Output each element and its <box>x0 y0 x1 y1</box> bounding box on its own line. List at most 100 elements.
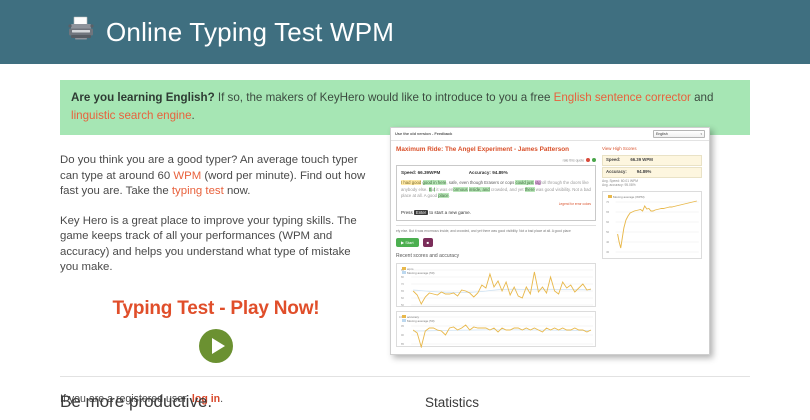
svg-text:95: 95 <box>401 324 404 328</box>
view-high-scores-link[interactable]: View High Scores <box>602 146 637 151</box>
cta-title: Typing Test - Play Now! <box>112 297 320 319</box>
promo-banner: Are you learning English? If so, the mak… <box>60 80 750 135</box>
chevron-down-icon: ▾ <box>700 131 702 136</box>
typing-box[interactable]: Speed: 66.39WPM Accuracy: 94.89% I had g… <box>396 164 596 222</box>
screenshot-topbar: Use the old version - Feedback English ▾ <box>391 128 709 141</box>
accuracy-chart-legend: accuracy Moving average (50) <box>402 314 435 324</box>
log-in-link[interactable]: log in <box>191 392 221 405</box>
typing-test-link[interactable]: typing test <box>171 185 224 197</box>
legend-swatch-wpm-avg <box>402 271 406 275</box>
typed-preview-line: ely else. But it was enormous inside, an… <box>396 225 596 233</box>
progress-chart: Moving average (WPM) 70 65 60 <box>602 191 702 260</box>
promo-banner-text-3: . <box>191 109 195 122</box>
play-icon <box>211 337 225 354</box>
cta-block: Typing Test - Play Now! <box>60 298 372 363</box>
language-select[interactable]: English ▾ <box>653 130 705 138</box>
intro-p1-b: (word per minute). Find out how fast you… <box>60 169 366 198</box>
svg-text:60: 60 <box>401 296 404 300</box>
press-text-before: Press <box>401 210 415 216</box>
side-accuracy-value: 94.89% <box>636 169 652 175</box>
svg-text:85: 85 <box>401 342 404 346</box>
side-accuracy-stat: Accuracy: 94.89% <box>602 166 702 178</box>
svg-text:40: 40 <box>606 240 610 244</box>
speed-value: 66.39WPM <box>417 169 441 175</box>
legend-label-progress: Moving average (WPM) <box>613 195 645 200</box>
side-speed-stat: Speed: 66.39 WPM <box>602 154 702 166</box>
legend-label-accuracy-avg: Moving average (50) <box>407 319 435 324</box>
wpm-chart-legend: wpm Moving average (50) <box>402 266 435 276</box>
intro-paragraph-1: Do you think you are a good typer? An av… <box>60 153 372 200</box>
accuracy-label: Accuracy: <box>468 169 491 175</box>
svg-text:70: 70 <box>606 200 610 204</box>
side-accuracy-label: Accuracy: <box>606 169 627 175</box>
play-now-button[interactable] <box>199 328 233 363</box>
svg-text:50: 50 <box>401 303 404 307</box>
linguistic-search-engine-link[interactable]: linguistic search engine <box>71 109 192 122</box>
svg-text:65: 65 <box>606 210 610 214</box>
rate-quote-row[interactable]: rate this quote <box>396 157 596 163</box>
promo-banner-lead: Are you learning English? <box>71 91 215 104</box>
wpm-chart-svg: 85 80 70 65 60 50 <box>401 268 593 307</box>
app-screenshot[interactable]: Use the old version - Feedback English ▾… <box>390 127 710 355</box>
page-title: Online Typing Test WPM <box>106 16 395 47</box>
login-text-after: . <box>220 392 224 405</box>
main-content: Do you think you are a good typer? An av… <box>0 127 810 405</box>
svg-text:70: 70 <box>401 282 404 286</box>
screenshot-side-panel: View High Scores Speed: 66.39 WPM Accurac… <box>596 146 702 347</box>
svg-text:90: 90 <box>401 333 404 337</box>
legend-label-accuracy: accuracy <box>407 314 420 319</box>
typing-stats-row: Speed: 66.39WPM Accuracy: 94.89% <box>401 170 591 176</box>
start-button[interactable]: ▶ Start <box>396 237 419 248</box>
svg-text:100: 100 <box>399 315 404 319</box>
error-legend-link[interactable]: Legend for error colors <box>558 201 591 206</box>
bottom-right-column: Statistics <box>425 392 750 412</box>
progress-chart-svg: 70 65 60 50 40 30 <box>606 200 699 254</box>
old-version-feedback-links[interactable]: Use the old version - Feedback <box>395 131 453 137</box>
legend-swatch-accuracy <box>402 314 406 318</box>
side-speed-value: 66.39 WPM <box>630 157 653 163</box>
thumbs-up-icon[interactable] <box>592 157 596 162</box>
legend-label-wpm: wpm <box>407 266 414 271</box>
site-header: Online Typing Test WPM <box>0 0 810 64</box>
legend-swatch-wpm <box>402 266 406 270</box>
accuracy-chart-svg: 100 95 90 85 <box>399 315 593 349</box>
screenshot-button-row: ▶ Start ■ <box>396 237 596 248</box>
progress-chart-legend: Moving average (WPM) <box>608 195 645 199</box>
svg-text:80: 80 <box>401 275 404 279</box>
promo-banner-text-2: and <box>690 91 714 104</box>
press-enter-row: Press Enter to start a new game. <box>401 210 591 216</box>
enter-key-badge: Enter <box>414 210 429 216</box>
side-speed-label: Speed: <box>606 157 621 163</box>
right-column: Use the old version - Feedback English ▾… <box>390 127 750 405</box>
login-line: If you are a registered user, log in. <box>60 393 372 405</box>
screenshot-body: Maximum Ride: The Angel Experiment - Jam… <box>391 141 709 349</box>
svg-text:85: 85 <box>401 268 404 272</box>
svg-text:50: 50 <box>606 230 610 234</box>
stop-button[interactable]: ■ <box>422 237 434 248</box>
accuracy-value: 94.89% <box>492 169 508 175</box>
svg-text:65: 65 <box>401 289 404 293</box>
english-sentence-corrector-link[interactable]: English sentence corrector <box>553 91 691 104</box>
legend-swatch-accuracy-avg <box>402 319 406 323</box>
intro-p1-a: Do you think you are a good typer? An av… <box>60 154 358 182</box>
section-divider <box>60 376 750 377</box>
language-select-value: English <box>656 131 668 136</box>
wpm-highlight: WPM <box>173 169 202 182</box>
login-text-before: If you are a registered user, <box>60 392 192 405</box>
intro-paragraph-2: Key Hero is a great place to improve you… <box>60 214 357 274</box>
side-avg-speed: Avg. Speed: 60.01 WPM <box>602 178 639 183</box>
svg-text:60: 60 <box>606 220 610 224</box>
side-avg-accuracy: Avg. accuracy: 95.08% <box>602 182 636 187</box>
legend-label-wpm-avg: Moving average (50) <box>407 271 435 276</box>
legend-swatch-progress <box>608 195 612 199</box>
left-column: Do you think you are a good typer? An av… <box>60 153 390 405</box>
thumbs-down-icon[interactable] <box>586 157 591 162</box>
accuracy-chart: accuracy Moving average (50) <box>396 310 596 349</box>
press-text-after: to start a new game. <box>428 210 471 216</box>
speed-label: Speed: <box>401 169 417 175</box>
bottom-left-column: Be more productive. <box>60 392 425 412</box>
bottom-section: Be more productive. Statistics <box>0 392 810 412</box>
recent-scores-title: Recent scores and accuracy <box>396 253 460 260</box>
svg-text:30: 30 <box>606 250 610 254</box>
